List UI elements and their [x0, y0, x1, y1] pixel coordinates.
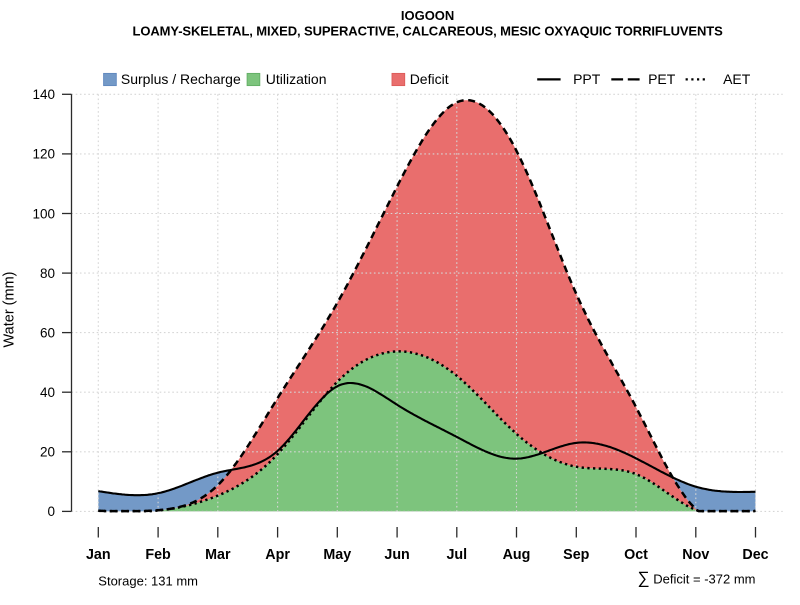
svg-text:Apr: Apr	[265, 547, 290, 563]
svg-text:May: May	[323, 547, 351, 563]
svg-text:40: 40	[40, 385, 55, 400]
svg-text:Mar: Mar	[205, 547, 231, 563]
svg-text:80: 80	[40, 266, 55, 281]
svg-text:LOAMY-SKELETAL, MIXED, SUPERAC: LOAMY-SKELETAL, MIXED, SUPERACTIVE, CALC…	[132, 23, 723, 38]
svg-text:Deficit: Deficit	[410, 71, 449, 87]
svg-text:∑ Deficit = -372 mm: ∑ Deficit = -372 mm	[638, 569, 756, 588]
svg-text:IOGOON: IOGOON	[401, 8, 454, 23]
svg-text:60: 60	[40, 325, 55, 340]
svg-text:AET: AET	[723, 71, 751, 87]
svg-text:20: 20	[40, 445, 55, 460]
svg-text:Nov: Nov	[682, 547, 709, 563]
svg-text:Utilization: Utilization	[266, 71, 327, 87]
svg-text:PET: PET	[648, 71, 676, 87]
svg-text:Jan: Jan	[86, 547, 111, 563]
svg-text:0: 0	[47, 504, 55, 519]
svg-text:Jun: Jun	[384, 547, 409, 563]
svg-text:PPT: PPT	[573, 71, 601, 87]
svg-text:Feb: Feb	[145, 547, 171, 563]
svg-text:Dec: Dec	[742, 547, 768, 563]
svg-text:Jul: Jul	[446, 547, 467, 563]
svg-text:Water (mm): Water (mm)	[2, 272, 18, 348]
svg-text:100: 100	[32, 206, 55, 221]
svg-text:140: 140	[32, 87, 55, 102]
svg-text:Surplus / Recharge: Surplus / Recharge	[121, 71, 241, 87]
svg-text:120: 120	[32, 147, 55, 162]
svg-text:Sep: Sep	[563, 547, 589, 563]
svg-text:Oct: Oct	[624, 547, 648, 563]
svg-text:Storage: 131 mm: Storage: 131 mm	[98, 574, 198, 589]
svg-text:Aug: Aug	[503, 547, 531, 563]
